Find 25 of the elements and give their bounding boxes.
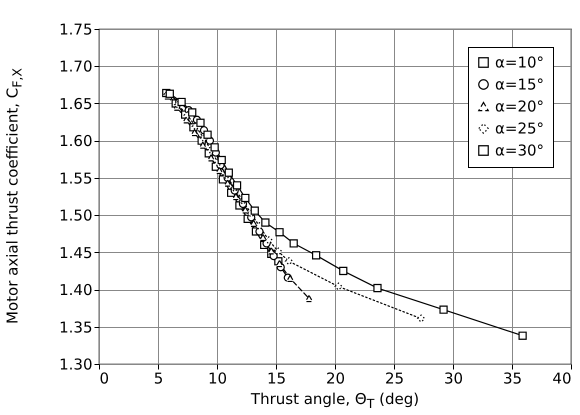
- y-tick-label: 1.45: [59, 244, 92, 262]
- y-tick-label: 1.70: [59, 58, 92, 76]
- x-tick-label: 15: [266, 370, 286, 388]
- x-tick-label: 0: [100, 370, 110, 388]
- y-tick-label: 1.30: [59, 356, 92, 374]
- legend-label: α=20°: [495, 98, 544, 116]
- x-tick-label: 35: [502, 370, 522, 388]
- x-axis-title: Thrust angle, Θ$_{T}$ (deg): [250, 390, 420, 411]
- legend-label: α=15°: [495, 76, 544, 94]
- x-tick-label: 10: [208, 370, 228, 388]
- y-tick-label: 1.35: [59, 318, 92, 336]
- x-tick-label: 5: [154, 370, 164, 388]
- y-tick-label: 1.50: [59, 206, 92, 225]
- legend-label: α=10°: [495, 54, 544, 72]
- x-tick-label: 40: [552, 370, 572, 388]
- y-tick-label: 1.65: [59, 94, 92, 113]
- x-tick-label: 30: [444, 370, 464, 388]
- legend-label: α=30°: [495, 142, 544, 160]
- x-tick-label: 20: [326, 370, 346, 388]
- y-tick-label: 1.55: [59, 169, 92, 188]
- y-tick-label: 1.60: [59, 132, 92, 150]
- legend-label: α=25°: [495, 120, 544, 138]
- x-tick-label: 25: [384, 370, 404, 388]
- y-tick-label: 1.75: [59, 20, 92, 38]
- y-tick-label: 1.40: [59, 281, 92, 300]
